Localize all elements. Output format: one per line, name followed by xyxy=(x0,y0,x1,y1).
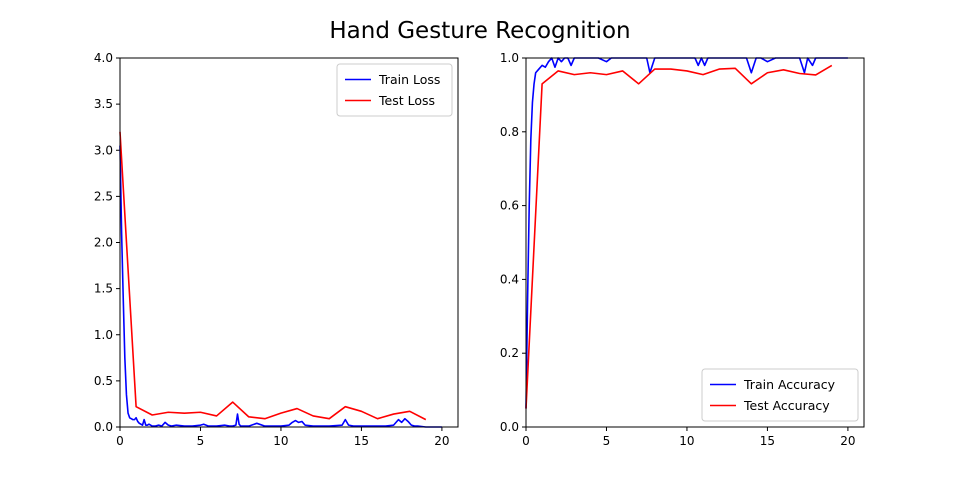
loss-chart-y-tick-label: 2.5 xyxy=(94,189,113,203)
train-loss-line xyxy=(119,145,442,428)
loss-chart-x-tick-label: 15 xyxy=(354,434,369,448)
train-accuracy-line xyxy=(525,57,848,409)
loss-chart: 0 5 10 15 20 0.0 0.5 1.0 1.5 2.0 2.5 3.0 3.5 4.0 Trai… xyxy=(94,51,459,448)
loss-chart-y-tick-label: 1.5 xyxy=(94,282,113,296)
test-accuracy-line xyxy=(525,64,833,409)
loss-chart-legend: Train Loss Test Loss xyxy=(336,63,453,117)
accuracy-chart-y-tick-label: 1.0 xyxy=(500,51,519,65)
accuracy-chart-y-tick-label: 0.8 xyxy=(500,125,519,139)
loss-chart-x-tick-label: 0 xyxy=(116,434,124,448)
accuracy-chart-x-tick-label: 20 xyxy=(840,434,855,448)
accuracy-chart-y-tick-label: 0.2 xyxy=(500,346,519,360)
loss-chart-x-tick-label: 20 xyxy=(434,434,449,448)
loss-chart-y-tick-label: 0.5 xyxy=(94,374,113,388)
accuracy-chart: 0 5 10 15 20 0.0 0.2 0.4 0.6 0.8 1.0 Train Accurac… xyxy=(500,51,865,448)
accuracy-chart-frame xyxy=(525,57,865,428)
test-loss-legend-label: Test Loss xyxy=(378,93,435,108)
loss-chart-legend-box xyxy=(336,63,453,117)
accuracy-chart-x-tick-label: 10 xyxy=(679,434,694,448)
test-accuracy-legend-label: Test Accuracy xyxy=(743,398,830,413)
train-loss-legend-label: Train Loss xyxy=(378,72,440,87)
loss-chart-y-tick-label: 0.0 xyxy=(94,420,113,434)
loss-chart-series xyxy=(119,131,442,428)
accuracy-chart-legend: Train Accuracy Test Accuracy xyxy=(701,368,859,422)
loss-chart-x-tick-label: 5 xyxy=(197,434,205,448)
accuracy-chart-x-tick-label: 0 xyxy=(522,434,530,448)
accuracy-chart-x-tick-label: 15 xyxy=(760,434,775,448)
loss-chart-y-tick-label: 1.0 xyxy=(94,328,113,342)
test-loss-line xyxy=(119,131,427,421)
loss-chart-y-tick-label: 3.5 xyxy=(94,97,113,111)
accuracy-chart-x-tick-label: 5 xyxy=(603,434,611,448)
accuracy-chart-ticks: 0 5 10 15 20 0.0 0.2 0.4 0.6 0.8 1.0 xyxy=(500,51,856,448)
loss-chart-x-tick-label: 10 xyxy=(273,434,288,448)
loss-chart-frame xyxy=(119,57,459,428)
accuracy-chart-y-tick-label: 0.0 xyxy=(500,420,519,434)
loss-chart-ticks: 0 5 10 15 20 0.0 0.5 1.0 1.5 2.0 2.5 3.0 3.5 4.0 xyxy=(94,51,450,448)
accuracy-chart-legend-box xyxy=(701,368,859,422)
loss-chart-y-tick-label: 2.0 xyxy=(94,236,113,250)
loss-chart-y-tick-label: 3.0 xyxy=(94,143,113,157)
accuracy-chart-y-tick-label: 0.4 xyxy=(500,272,519,286)
accuracy-chart-y-tick-label: 0.6 xyxy=(500,199,519,213)
train-accuracy-legend-label: Train Accuracy xyxy=(743,377,836,392)
figure-title: Hand Gesture Recognition xyxy=(329,18,630,44)
loss-chart-y-tick-label: 4.0 xyxy=(94,51,113,65)
accuracy-chart-series xyxy=(525,57,848,409)
